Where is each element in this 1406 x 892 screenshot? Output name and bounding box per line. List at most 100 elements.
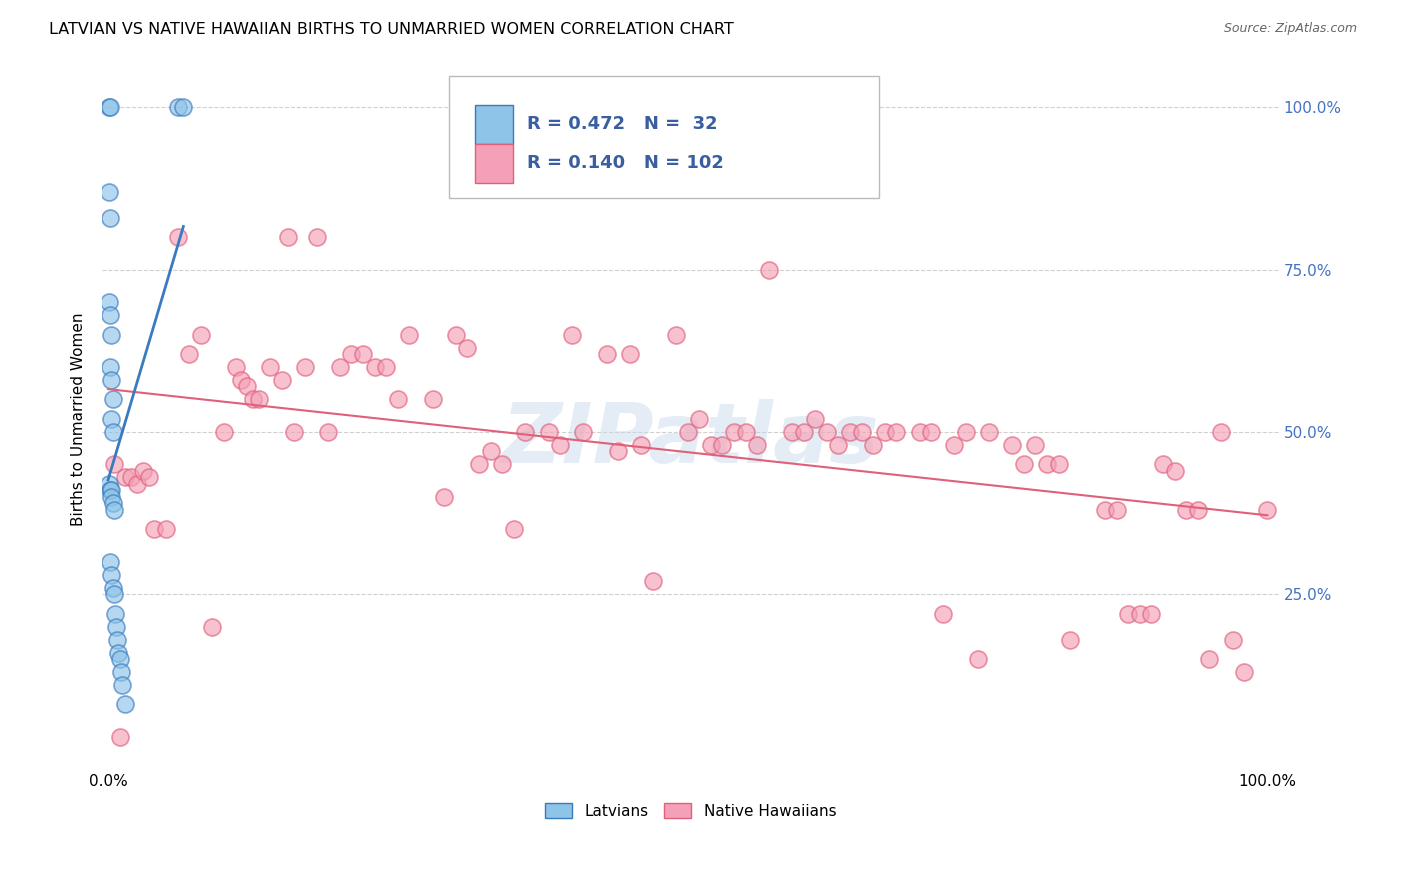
Point	[110, 665, 132, 679]
Point	[375, 359, 398, 374]
Point	[108, 730, 131, 744]
Point	[277, 230, 299, 244]
Point	[595, 347, 617, 361]
Point	[98, 295, 121, 310]
Point	[125, 476, 148, 491]
Point	[491, 458, 513, 472]
Point	[363, 359, 385, 374]
Point	[114, 698, 136, 712]
FancyBboxPatch shape	[450, 76, 879, 198]
Point	[1059, 632, 1081, 647]
FancyBboxPatch shape	[475, 105, 513, 144]
Point	[468, 458, 491, 472]
Point	[98, 483, 121, 498]
Point	[398, 327, 420, 342]
Point	[456, 341, 478, 355]
Point	[943, 438, 966, 452]
Y-axis label: Births to Unmarried Women: Births to Unmarried Women	[72, 312, 86, 525]
Point	[259, 359, 281, 374]
Point	[305, 230, 328, 244]
Point	[236, 379, 259, 393]
Text: ZIPatlas: ZIPatlas	[502, 400, 880, 481]
Point	[98, 476, 121, 491]
Point	[98, 100, 121, 114]
Point	[572, 425, 595, 439]
Point	[433, 490, 456, 504]
Point	[758, 262, 780, 277]
Point	[155, 522, 177, 536]
Point	[641, 574, 664, 588]
Point	[103, 458, 125, 472]
Point	[340, 347, 363, 361]
Point	[120, 470, 142, 484]
Text: R = 0.472   N =  32: R = 0.472 N = 32	[527, 115, 717, 133]
Point	[561, 327, 583, 342]
Point	[479, 444, 502, 458]
Point	[247, 392, 270, 407]
Point	[103, 587, 125, 601]
Point	[815, 425, 838, 439]
Point	[422, 392, 444, 407]
Point	[873, 425, 896, 439]
Point	[1198, 652, 1220, 666]
Point	[1129, 607, 1152, 621]
Point	[166, 230, 188, 244]
Point	[201, 619, 224, 633]
Point	[1175, 502, 1198, 516]
Point	[955, 425, 977, 439]
Point	[1105, 502, 1128, 516]
Point	[908, 425, 931, 439]
Point	[688, 412, 710, 426]
Point	[1256, 502, 1278, 516]
Point	[444, 327, 467, 342]
Point	[1094, 502, 1116, 516]
Point	[231, 373, 253, 387]
Point	[548, 438, 571, 452]
Point	[143, 522, 166, 536]
Point	[98, 185, 121, 199]
Text: Source: ZipAtlas.com: Source: ZipAtlas.com	[1223, 22, 1357, 36]
Point	[711, 438, 734, 452]
Point	[932, 607, 955, 621]
Point	[862, 438, 884, 452]
Point	[619, 347, 641, 361]
Point	[329, 359, 352, 374]
Point	[1187, 502, 1209, 516]
Point	[723, 425, 745, 439]
Point	[1233, 665, 1256, 679]
Point	[630, 438, 652, 452]
Point	[108, 652, 131, 666]
Point	[966, 652, 988, 666]
Point	[515, 425, 537, 439]
Point	[100, 490, 122, 504]
Point	[132, 464, 155, 478]
Point	[166, 100, 188, 114]
Legend: Latvians, Native Hawaiians: Latvians, Native Hawaiians	[538, 797, 842, 825]
Point	[104, 607, 127, 621]
Point	[107, 646, 129, 660]
Point	[101, 425, 124, 439]
Text: LATVIAN VS NATIVE HAWAIIAN BIRTHS TO UNMARRIED WOMEN CORRELATION CHART: LATVIAN VS NATIVE HAWAIIAN BIRTHS TO UNM…	[49, 22, 734, 37]
Point	[98, 211, 121, 225]
Point	[387, 392, 409, 407]
Point	[111, 678, 134, 692]
Point	[920, 425, 942, 439]
Point	[105, 632, 128, 647]
Point	[101, 392, 124, 407]
Point	[665, 327, 688, 342]
Point	[100, 567, 122, 582]
Point	[98, 359, 121, 374]
Point	[114, 470, 136, 484]
Point	[700, 438, 723, 452]
Point	[607, 444, 630, 458]
Point	[172, 100, 194, 114]
Point	[1222, 632, 1244, 647]
Point	[98, 555, 121, 569]
Point	[190, 327, 212, 342]
Point	[793, 425, 815, 439]
Point	[886, 425, 908, 439]
Point	[734, 425, 756, 439]
Text: R = 0.140   N = 102: R = 0.140 N = 102	[527, 154, 724, 172]
Point	[98, 308, 121, 322]
Point	[747, 438, 769, 452]
